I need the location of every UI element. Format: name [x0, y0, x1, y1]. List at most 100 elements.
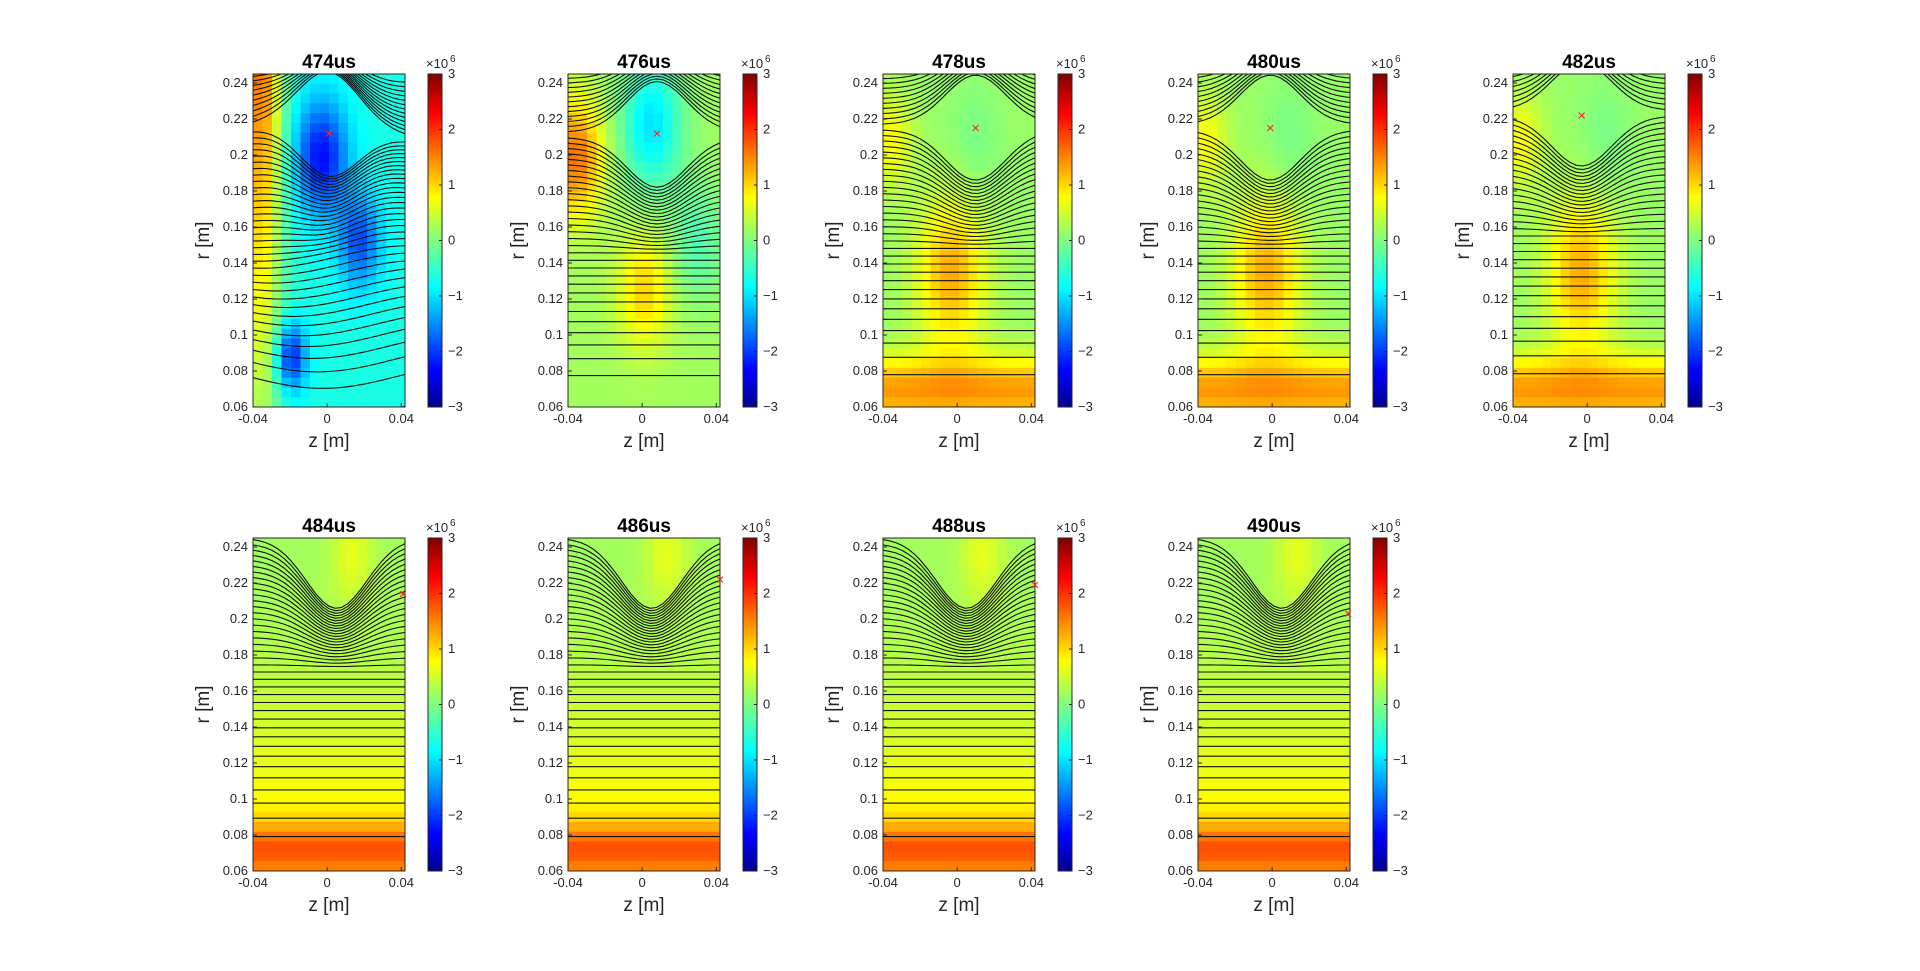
x-tick-label: 0 [324, 411, 331, 426]
colorbar-tick-label: 0 [763, 233, 770, 248]
panel-title: 476us [617, 52, 671, 73]
contour-line [1198, 549, 1350, 614]
colorbar-multiplier: ×10 [1371, 520, 1393, 535]
contour-line [568, 637, 720, 655]
contour-line [883, 588, 1035, 632]
x-axis-label: z [m] [1568, 431, 1609, 452]
contour-line [568, 211, 720, 232]
contour-line [1198, 74, 1350, 124]
contour-line [253, 155, 405, 188]
colorbar-tick-label: −1 [1078, 752, 1093, 767]
panel-482us: -0.04 0 0.04 0.06 0.08 0.1 0.12 0.14 0.16 0.18 0.2… [1453, 52, 1723, 452]
contour-line [1513, 74, 1665, 95]
y-tick-label: 0.16 [1168, 683, 1193, 698]
x-tick-label: -0.04 [868, 411, 898, 426]
colorbar-tick-label: 0 [448, 697, 455, 712]
contour-line [1198, 146, 1350, 191]
x-tick-label: 0 [1584, 411, 1591, 426]
colorbar-tick-label: 2 [763, 122, 770, 137]
contour-line [253, 612, 405, 643]
contour-line [253, 277, 405, 300]
contour-line [253, 245, 405, 269]
contour-line [568, 618, 720, 646]
x-tick-label: 0.04 [389, 875, 414, 890]
y-tick-label: 0.18 [1168, 647, 1193, 662]
contour-line [1198, 74, 1350, 109]
colorbar-tick-label: 1 [1393, 641, 1400, 656]
contour-line [568, 148, 720, 195]
colorbar-tick-label: −1 [1078, 288, 1093, 303]
colorbar-tick-label: −2 [763, 344, 778, 359]
contour-line [883, 643, 1035, 658]
contour-line [253, 560, 405, 619]
contour-line [568, 74, 720, 79]
contour-line [568, 153, 720, 198]
colorbar-exponent: 6 [1395, 518, 1401, 529]
contour-line [883, 637, 1035, 655]
contour-line [253, 149, 405, 186]
contour-line [1198, 240, 1350, 245]
y-axis-label: r [m] [1138, 222, 1159, 260]
y-tick-label: 0.08 [853, 827, 878, 842]
contour-line [568, 74, 720, 108]
contour-line [883, 199, 1035, 223]
contour-line [253, 191, 405, 217]
y-tick-label: 0.22 [1483, 111, 1508, 126]
contour-line [1198, 565, 1350, 622]
contour-line [253, 539, 405, 609]
y-tick-label: 0.1 [230, 791, 248, 806]
colorbar-tick-label: 0 [763, 697, 770, 712]
contour-line [1198, 74, 1350, 99]
y-tick-label: 0.08 [223, 827, 248, 842]
y-tick-label: 0.18 [1168, 183, 1193, 198]
y-tick-label: 0.16 [853, 219, 878, 234]
contour-line [1198, 206, 1350, 226]
contour-line [568, 539, 720, 609]
contour-line [883, 157, 1035, 198]
y-tick-label: 0.16 [1483, 219, 1508, 234]
colorbar-tick-label: 1 [763, 641, 770, 656]
contour-line [253, 549, 405, 614]
contour-line [253, 268, 405, 292]
colorbar-tick-label: −1 [1393, 752, 1408, 767]
x-tick-label: -0.04 [868, 875, 898, 890]
contour-line [253, 137, 405, 180]
colorbar-exponent: 6 [450, 518, 456, 529]
contour-line [253, 588, 405, 632]
x-tick-label: -0.04 [238, 411, 268, 426]
contour-line [253, 260, 405, 284]
contour-line [1198, 588, 1350, 632]
contour-line [883, 539, 1035, 609]
axes-box [1512, 73, 1666, 408]
y-tick-label: 0.14 [1483, 255, 1508, 270]
contour-line [568, 181, 720, 215]
contour-line [1198, 187, 1350, 215]
axes-box [567, 537, 721, 872]
contour-line [883, 571, 1035, 624]
contour-line [1198, 539, 1350, 609]
colorbar-exponent: 6 [1080, 518, 1086, 529]
contour-line [1198, 74, 1350, 104]
colorbar-tick-label: −2 [1708, 344, 1723, 359]
contour-line [253, 554, 405, 617]
contour-line [1198, 612, 1350, 643]
contour-line [253, 618, 405, 646]
y-tick-label: 0.2 [860, 611, 878, 626]
contour-line [253, 306, 405, 327]
contour-line [883, 664, 1035, 668]
y-tick-label: 0.06 [223, 399, 248, 414]
contour-line [568, 169, 720, 208]
colorbar-exponent: 6 [1710, 54, 1716, 65]
panel-title: 478us [932, 52, 986, 73]
y-tick-label: 0.14 [223, 255, 248, 270]
y-tick-label: 0.08 [538, 827, 563, 842]
contour-line [883, 544, 1035, 612]
flux-contours [883, 74, 1035, 407]
contour-line [1198, 233, 1350, 241]
contour-line [568, 187, 720, 218]
x-axis-label: z [m] [938, 895, 979, 916]
contour-line [1513, 74, 1665, 105]
contour-line [253, 544, 405, 612]
contour-line [883, 74, 1035, 80]
colorbar-tick-label: 3 [1393, 66, 1400, 81]
